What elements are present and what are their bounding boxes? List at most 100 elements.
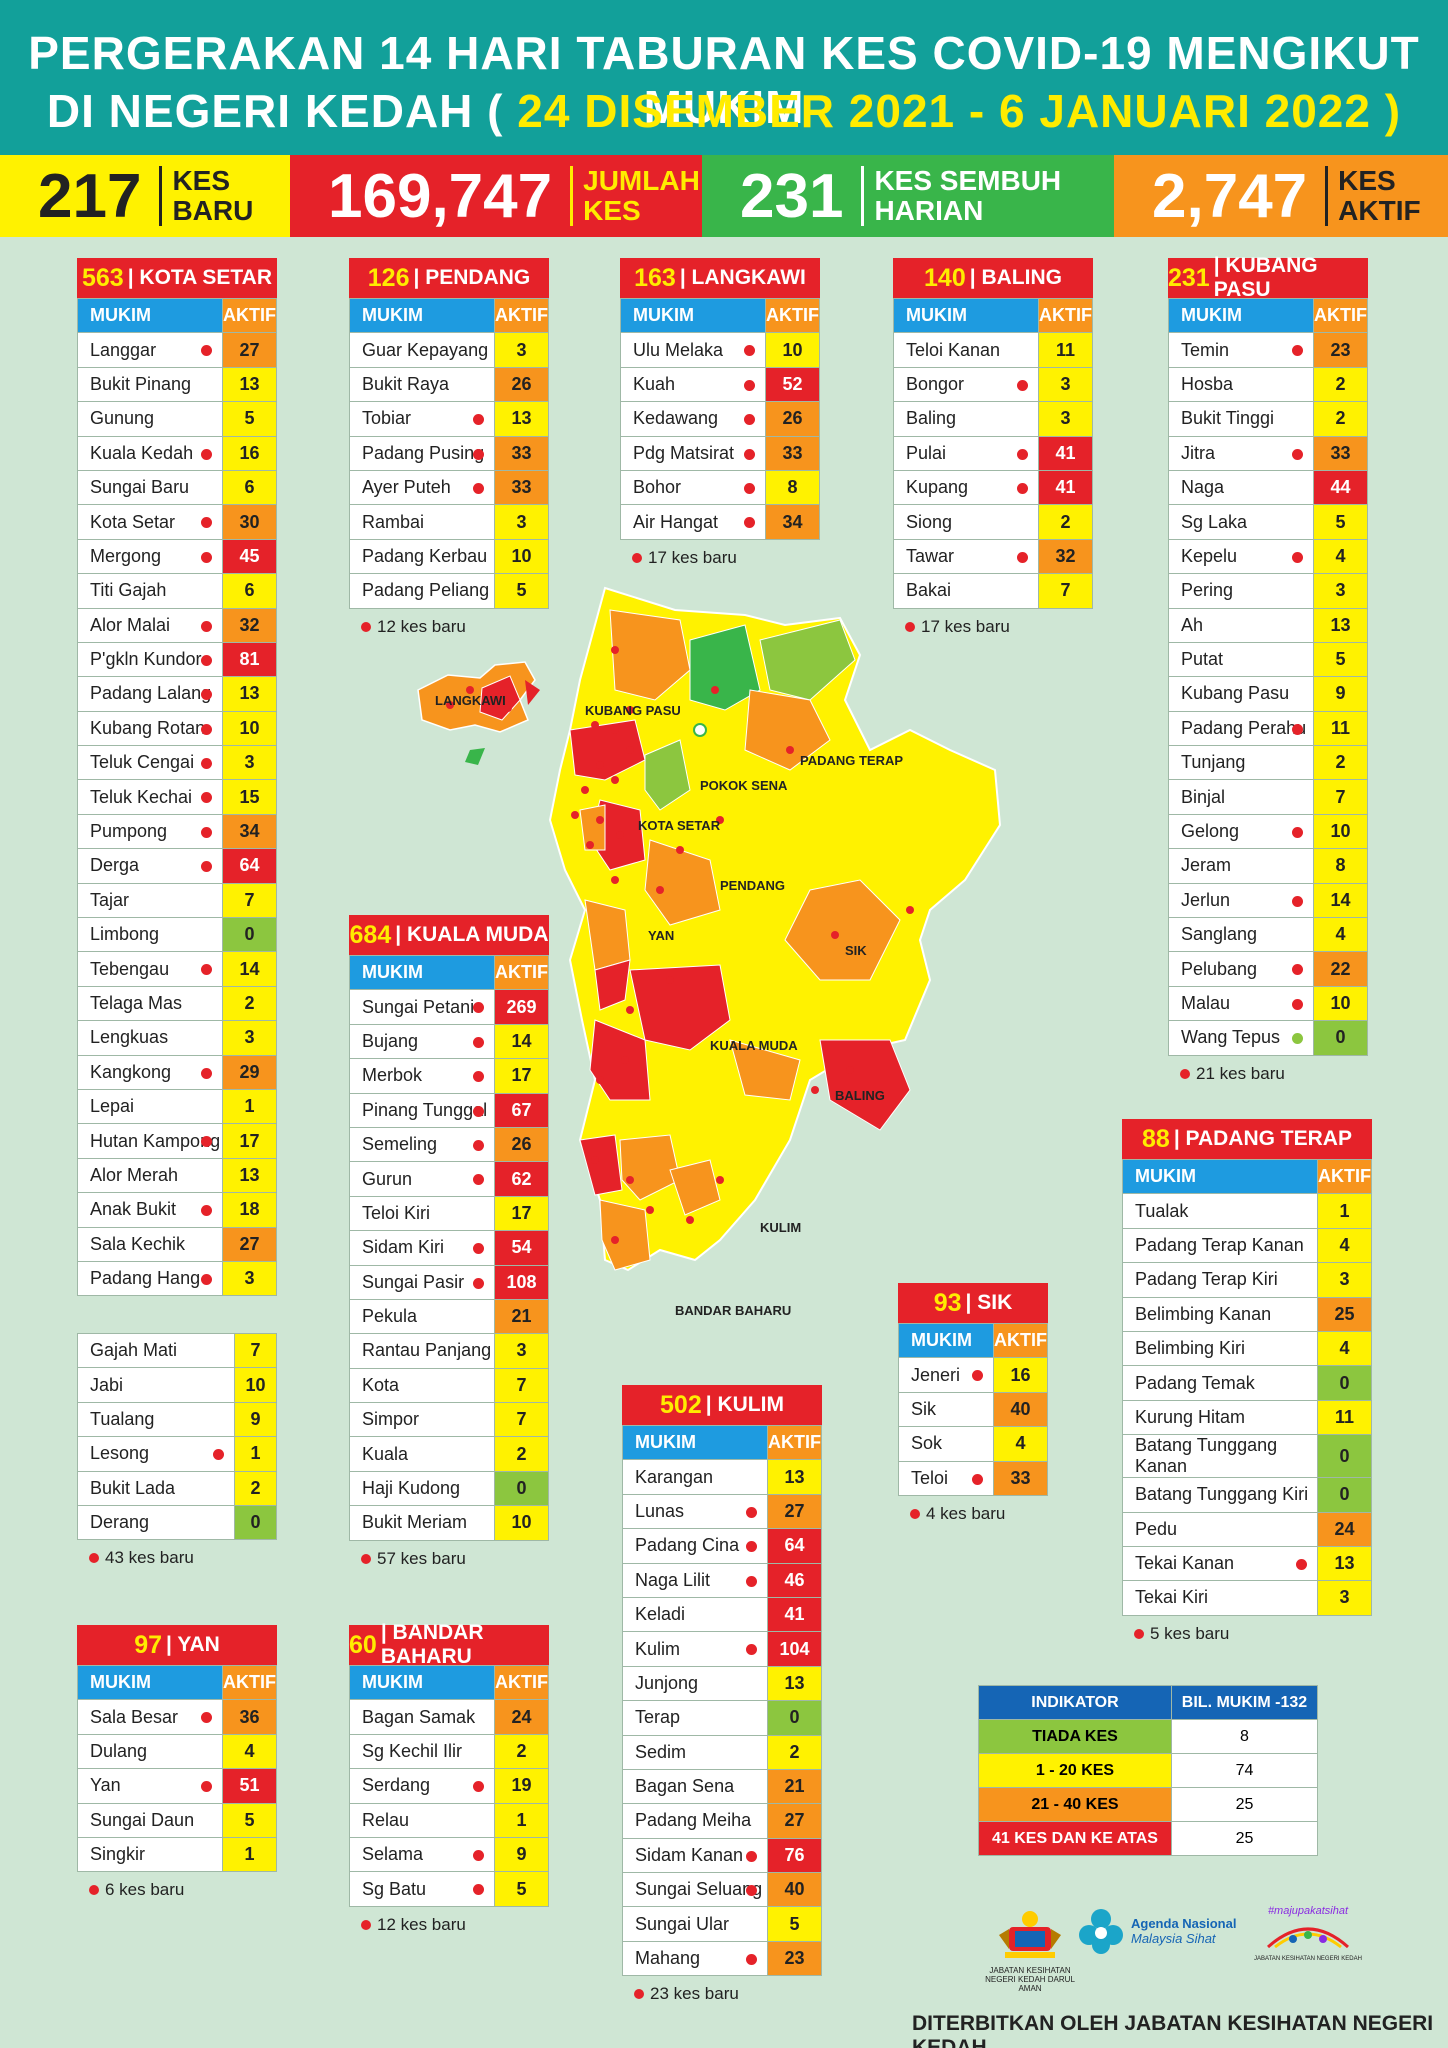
mukim-name: Bukit Tinggi bbox=[1168, 401, 1314, 437]
table-row: Sok 4 bbox=[898, 1426, 1048, 1462]
map-label-kuala-muda: KUALA MUDA bbox=[710, 1038, 798, 1053]
district-bandar-baharu: 60 | BANDAR BAHARU MUKIM AKTIF Bagan Samak 24… bbox=[349, 1621, 549, 1935]
table-row: Sg Laka 5 bbox=[1168, 504, 1368, 540]
table-row: Kuala Kedah 16 bbox=[77, 435, 277, 471]
aktif-value: 1 bbox=[222, 1088, 277, 1125]
district-total: 502 bbox=[660, 1390, 702, 1419]
district-sik: 93 | SIK MUKIM AKTIF Jeneri 16 Sik 40 Sok 4 Teloi 3… bbox=[898, 1283, 1048, 1524]
new-case-dot bbox=[1292, 551, 1303, 563]
mukim-name: Junjong bbox=[622, 1665, 768, 1702]
aktif-value: 10 bbox=[494, 1505, 549, 1541]
aktif-value: 14 bbox=[494, 1023, 549, 1060]
new-case-dot bbox=[972, 1370, 983, 1382]
mukim-name: Sanglang bbox=[1168, 917, 1314, 953]
new-case-dot bbox=[744, 448, 755, 460]
table-row: Sala Kechik 27 bbox=[77, 1226, 277, 1262]
table-row: Lesong 1 bbox=[77, 1436, 277, 1472]
aktif-value: 5 bbox=[222, 401, 277, 437]
mps-tag: #majupakatsihat bbox=[1267, 1905, 1349, 1917]
table-row: Belimbing Kanan 25 bbox=[1122, 1296, 1372, 1332]
mukim-name: Tebengau bbox=[77, 951, 223, 987]
stat-kes-baru: 217 KES BARU bbox=[0, 155, 290, 237]
aktif-value: 14 bbox=[1313, 882, 1368, 919]
new-case-dot bbox=[473, 1071, 484, 1083]
new-cases-note: 12 kes baru bbox=[349, 617, 549, 637]
aktif-value: 2 bbox=[767, 1734, 822, 1770]
table-row: Tajar 7 bbox=[77, 882, 277, 919]
table-row: Jitra 33 bbox=[1168, 435, 1368, 471]
table-row: Ulu Melaka 10 bbox=[620, 332, 820, 368]
table-row: Kubang Rotan 10 bbox=[77, 710, 277, 747]
table-row: Keladi 41 bbox=[622, 1596, 822, 1633]
mukim-name: Simpor bbox=[349, 1402, 495, 1438]
aktif-value: 25 bbox=[1317, 1296, 1372, 1332]
page-title-line2: DI NEGERI KEDAH ( 24 DISEMBER 2021 - 6 J… bbox=[46, 85, 1402, 137]
mukim-name: Teloi Kanan bbox=[893, 332, 1039, 368]
aktif-value: 40 bbox=[993, 1391, 1048, 1428]
mukim-name: Lesong bbox=[77, 1436, 235, 1472]
table-row: Mergong 45 bbox=[77, 538, 277, 575]
mukim-name: Sungai Pasir bbox=[349, 1264, 495, 1300]
mukim-name: Siong bbox=[893, 504, 1039, 540]
new-case-dot bbox=[201, 758, 212, 770]
new-case-dot bbox=[473, 1849, 484, 1861]
district-name: | KUALA MUDA bbox=[395, 923, 549, 946]
aktif-value: 16 bbox=[993, 1357, 1048, 1393]
new-case-dot bbox=[473, 1105, 484, 1117]
map-label-yan: YAN bbox=[648, 928, 674, 943]
mukim-name: Pering bbox=[1168, 573, 1314, 609]
mukim-name: Relau bbox=[349, 1802, 495, 1838]
table-row: Bukit Meriam 10 bbox=[349, 1505, 549, 1541]
aktif-value: 30 bbox=[222, 504, 277, 540]
mukim-name: Bagan Sena bbox=[622, 1768, 768, 1805]
agenda-line2: Malaysia Sihat bbox=[1131, 1931, 1216, 1946]
mukim-name: Tajar bbox=[77, 882, 223, 919]
aktif-value: 41 bbox=[767, 1596, 822, 1633]
aktif-value: 0 bbox=[767, 1700, 822, 1736]
district-name: | LANGKAWI bbox=[679, 266, 806, 289]
table-row: Serdang 19 bbox=[349, 1768, 549, 1804]
aktif-value: 27 bbox=[767, 1803, 822, 1839]
col-header-mukim: MUKIM bbox=[77, 297, 223, 334]
district-title: 93 | SIK bbox=[898, 1283, 1048, 1323]
aktif-value: 3 bbox=[222, 1260, 277, 1297]
table-row: Kedawang 26 bbox=[620, 401, 820, 437]
legend-count: 25 bbox=[1170, 1787, 1319, 1822]
mukim-name: Naga Lilit bbox=[622, 1562, 768, 1598]
table-row: Ah 13 bbox=[1168, 607, 1368, 643]
table-row: Haji Kudong 0 bbox=[349, 1470, 549, 1507]
mukim-name: Padang Lalang bbox=[77, 676, 223, 712]
aktif-value: 0 bbox=[222, 917, 277, 953]
table-row: Gurun 62 bbox=[349, 1161, 549, 1197]
mukim-name: Dulang bbox=[77, 1733, 223, 1770]
table-row: Jabi 10 bbox=[77, 1367, 277, 1403]
table-row: Langgar 27 bbox=[77, 332, 277, 368]
new-case-dot bbox=[201, 345, 212, 357]
col-header-aktif: AKTIF bbox=[222, 297, 277, 334]
new-case-dot bbox=[746, 1850, 757, 1862]
table-row: Wang Tepus 0 bbox=[1168, 1020, 1368, 1056]
table-row: Dulang 4 bbox=[77, 1733, 277, 1770]
mukim-name: Jeneri bbox=[898, 1357, 994, 1393]
table-row: Pinang Tunggal 67 bbox=[349, 1092, 549, 1128]
aktif-value: 45 bbox=[222, 538, 277, 575]
aktif-value: 5 bbox=[494, 573, 549, 609]
district-title: 88 | PADANG TERAP bbox=[1122, 1119, 1372, 1159]
district-title: 60 | BANDAR BAHARU bbox=[349, 1621, 549, 1668]
aktif-value: 10 bbox=[234, 1367, 277, 1403]
mukim-name: Mahang bbox=[622, 1940, 768, 1977]
aktif-value: 5 bbox=[494, 1871, 549, 1907]
mukim-name: Selama bbox=[349, 1836, 495, 1873]
new-case-dot bbox=[1292, 723, 1303, 735]
new-case-dot bbox=[201, 448, 212, 460]
mukim-name: Sg Laka bbox=[1168, 504, 1314, 540]
mukim-name: Sg Kechil Ilir bbox=[349, 1733, 495, 1770]
mukim-name: Pedu bbox=[1122, 1511, 1318, 1547]
district-title: 563 | KOTA SETAR bbox=[77, 258, 277, 298]
col-header-mukim: MUKIM bbox=[349, 954, 495, 991]
table-row: Bohor 8 bbox=[620, 469, 820, 506]
table-row: Ayer Puteh 33 bbox=[349, 469, 549, 506]
aktif-value: 6 bbox=[222, 469, 277, 506]
new-case-dot bbox=[473, 1277, 484, 1289]
mukim-name: Telaga Mas bbox=[77, 985, 223, 1022]
